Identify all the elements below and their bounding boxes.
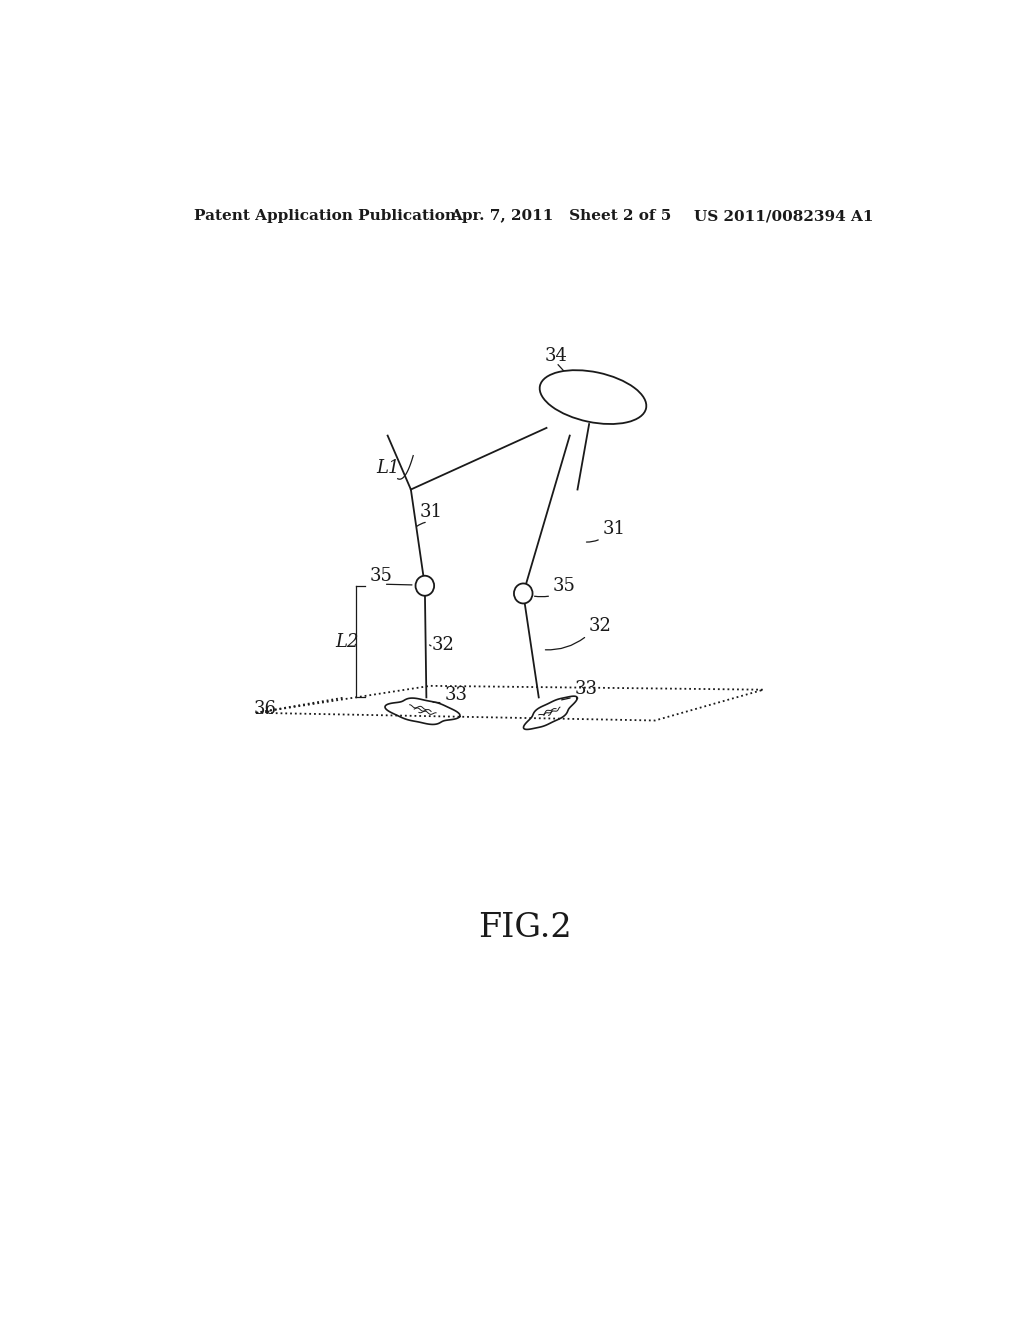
Ellipse shape (416, 576, 434, 595)
Text: L1: L1 (376, 458, 399, 477)
Text: FIG.2: FIG.2 (478, 912, 571, 944)
Text: 32: 32 (432, 636, 455, 653)
Ellipse shape (540, 370, 646, 424)
Text: 36: 36 (254, 701, 276, 718)
Text: L2: L2 (336, 632, 359, 651)
Text: 32: 32 (589, 618, 611, 635)
Text: US 2011/0082394 A1: US 2011/0082394 A1 (693, 209, 873, 223)
Text: Patent Application Publication: Patent Application Publication (194, 209, 456, 223)
Text: 31: 31 (420, 503, 442, 521)
Ellipse shape (514, 583, 532, 603)
Text: 33: 33 (444, 685, 467, 704)
Text: 33: 33 (574, 680, 597, 697)
Text: 35: 35 (370, 568, 392, 585)
Text: Apr. 7, 2011   Sheet 2 of 5: Apr. 7, 2011 Sheet 2 of 5 (450, 209, 671, 223)
Text: 35: 35 (553, 577, 575, 595)
Text: 31: 31 (602, 520, 626, 539)
Text: 34: 34 (544, 347, 567, 364)
